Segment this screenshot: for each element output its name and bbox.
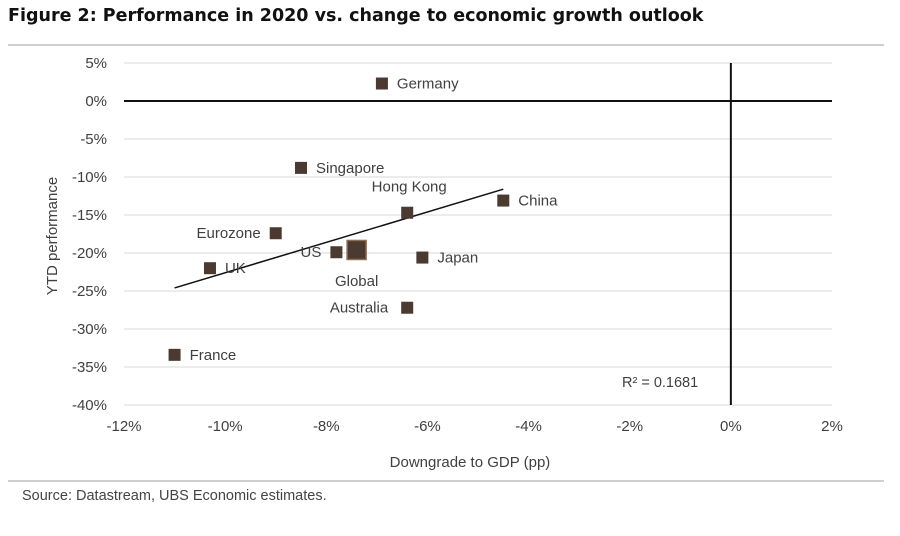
y-tick-label: -15% [72, 207, 107, 224]
x-tick-label: -12% [106, 418, 141, 435]
y-tick-label: -30% [72, 321, 107, 338]
x-tick-label: 0% [720, 418, 742, 435]
point-label: China [518, 193, 558, 210]
x-axis-label: Downgrade to GDP (pp) [390, 454, 551, 471]
x-tick-label: -2% [616, 418, 643, 435]
point-label: Eurozone [196, 225, 260, 242]
y-tick-label: -25% [72, 283, 107, 300]
point-label: Germany [397, 76, 459, 93]
x-tick-label: -4% [515, 418, 542, 435]
x-tick-label: -8% [313, 418, 340, 435]
data-point [416, 251, 429, 264]
y-tick-label: -20% [72, 245, 107, 262]
y-axis-label: YTD performance [44, 177, 61, 295]
trendline-layer [174, 188, 504, 289]
data-point [346, 239, 367, 261]
trendline [174, 188, 504, 289]
y-tick-label: -35% [72, 359, 107, 376]
data-point [401, 301, 414, 314]
y-tick-label: 5% [85, 55, 107, 72]
figure-title: Figure 2: Performance in 2020 vs. change… [8, 6, 704, 26]
point-label: Japan [437, 250, 478, 267]
r-squared-annotation: R² = 0.1681 [622, 375, 698, 391]
source-note: Source: Datastream, UBS Economic estimat… [22, 488, 327, 504]
x-tick-label: -10% [208, 418, 243, 435]
scatter-chart: 5% 0% -5% -10% -15% -20% -25% -30% -35% -40% -12%… [44, 55, 843, 471]
y-axis-ticks: 5% 0% -5% -10% -15% -20% -25% -30% -35% -40% [72, 55, 107, 414]
data-point [203, 262, 216, 275]
y-tick-label: -10% [72, 169, 107, 186]
data-point [330, 246, 343, 259]
point-label: US [301, 244, 322, 261]
point-label: UK [225, 260, 246, 277]
point-labels: Germany Singapore Hong Kong China Eurozone US… [190, 76, 559, 364]
data-point [168, 348, 181, 361]
x-tick-label: 2% [821, 418, 843, 435]
point-label: France [190, 347, 237, 364]
point-label: Singapore [316, 160, 384, 177]
data-point [375, 77, 388, 90]
footer-divider [8, 480, 884, 482]
data-point [497, 194, 510, 207]
y-tick-label: 0% [85, 93, 107, 110]
point-label: Hong Kong [372, 179, 447, 196]
y-tick-label: -5% [80, 131, 107, 148]
point-label: Australia [330, 300, 389, 317]
title-divider [8, 44, 884, 46]
data-point [401, 206, 414, 219]
x-tick-label: -6% [414, 418, 441, 435]
x-axis-ticks: -12% -10% -8% -6% -4% -2% 0% 2% [106, 418, 842, 435]
data-point [269, 227, 282, 240]
y-tick-label: -40% [72, 397, 107, 414]
data-points [168, 77, 510, 361]
gridlines [124, 62, 832, 406]
point-label: Global [335, 273, 378, 290]
data-point [295, 161, 307, 174]
zero-axes [124, 63, 832, 405]
